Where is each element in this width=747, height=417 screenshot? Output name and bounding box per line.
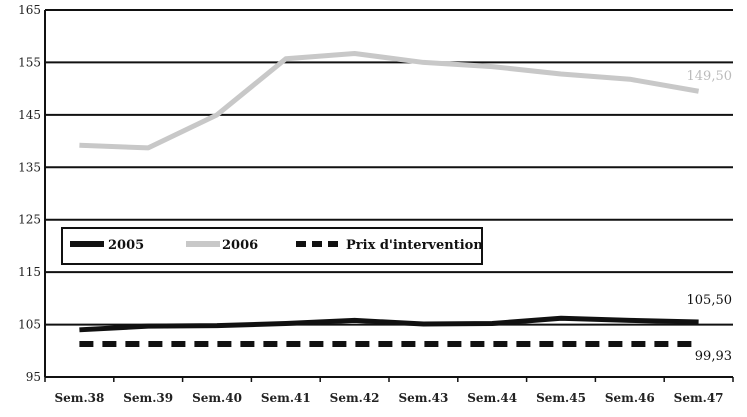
y-tick-label: 135 [18,160,41,174]
legend-label-2: Prix d'intervention [346,238,483,253]
legend-box [61,227,483,265]
series-line-1 [79,51,700,151]
y-tick-label: 165 [18,3,41,17]
end-label-0: 105,50 [687,293,733,308]
x-tick-label: Sem.44 [467,391,517,405]
end-annotations: 105,50 149,50 99,93 [687,69,733,364]
y-tick-label: 155 [18,55,41,69]
y-axis-ticks: 95 105 115 125 135 145 155 165 [18,3,41,384]
series-lines [79,51,700,347]
x-tick-label: Sem.41 [261,391,311,405]
legend-label-0: 2005 [108,238,144,253]
x-tick-label: Sem.38 [54,391,104,405]
y-tick-label: 115 [18,265,41,279]
x-axis-ticks: Sem.38 Sem.39 Sem.40 Sem.41 Sem.42 Sem.43 Sem.… [54,391,723,405]
y-tick-label: 95 [26,370,41,384]
x-tick-label: Sem.45 [536,391,586,405]
y-tick-label: 125 [18,213,41,227]
x-tick-label: Sem.42 [330,391,380,405]
y-tick-label: 105 [18,318,41,332]
x-tick-label: Sem.43 [398,391,448,405]
x-tick-label: Sem.46 [605,391,655,405]
legend-label-1: 2006 [222,238,258,253]
x-tick-label: Sem.39 [123,391,173,405]
x-tick-label: Sem.47 [674,391,724,405]
y-tick-label: 145 [18,108,41,122]
end-label-1: 149,50 [687,69,733,84]
x-tick-label: Sem.40 [192,391,242,405]
end-label-2: 99,93 [695,349,732,364]
legend: 2005 2006 Prix d'intervention [61,227,483,265]
series-line-0 [79,315,699,333]
